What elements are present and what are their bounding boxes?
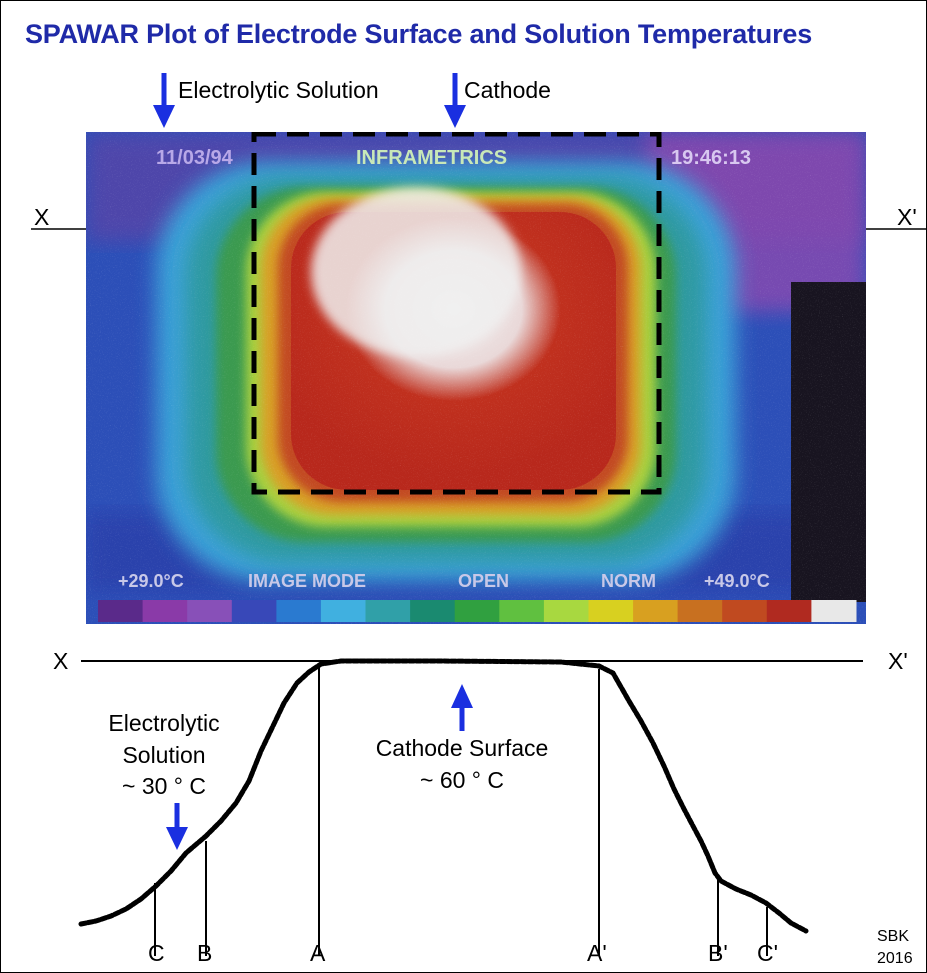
profile-x-prime-label: X' [888,648,908,674]
colorbar-swatch [410,600,456,622]
colorbar-swatch [677,600,723,622]
thermal-date: 11/03/94 [156,147,234,169]
colorbar-swatch [543,600,589,622]
marker-a-prime: A' [587,940,607,966]
marker-c: C [148,940,165,966]
colorbar-swatch [454,600,500,622]
x-line-right [866,228,926,230]
thermal-min-temp: +29.0°C [118,571,184,591]
colorbar-swatch [98,600,144,622]
credit-line2: 2016 [877,950,913,967]
cathode-surface-label: Cathode Surface [376,735,549,761]
thermal-mode: IMAGE MODE [248,571,366,591]
colorbar-swatch [499,600,545,622]
profile-x-label: X [53,648,68,674]
colorbar-swatch [276,600,322,622]
colorbar-swatch [588,600,634,622]
thermal-open: OPEN [458,571,509,591]
thermal-image: 11/03/94 INFRAMETRICS 19:46:13 +29.0°C I… [86,132,866,624]
marker-c-prime: C' [757,940,778,966]
colorbar-swatch [142,600,188,622]
solution-arrow-icon [153,73,175,128]
colorbar-swatch [766,600,812,622]
electrolytic-solution-label: Electrolytic Solution [178,77,379,103]
solution-arrow-icon-lower [166,803,188,850]
thermal-time: 19:46:13 [671,147,751,169]
x-line-left [31,228,87,230]
colorbar-swatch [365,600,411,622]
solution-label-line2: Solution [122,742,205,768]
x-label-left-top: X [34,204,50,230]
colorbar-swatch [231,600,277,622]
colorbar-swatch [633,600,679,622]
credit-line1: SBK [877,928,909,945]
solution-temp: ~ 30 ° C [122,773,206,799]
colorbar-swatch [811,600,857,622]
thermal-colorbar [98,600,857,622]
cathode-label: Cathode [464,77,551,103]
x-prime-label-right-top: X' [897,204,917,230]
colorbar-swatch [187,600,233,622]
marker-a: A [310,940,326,966]
marker-b: B [197,940,212,966]
temperature-profile: X X' C B A A' B' C' Cathode Surface ~ 60… [53,648,913,967]
solution-label-line1: Electrolytic [108,710,219,736]
cathode-surface-temp: ~ 60 ° C [420,767,504,793]
thermal-brand: INFRAMETRICS [356,147,507,169]
thermal-max-temp: +49.0°C [704,571,770,591]
slide-title: SPAWAR Plot of Electrode Surface and Sol… [25,19,813,49]
marker-b-prime: B' [708,940,728,966]
colorbar-swatch [320,600,366,622]
thermal-norm: NORM [601,571,656,591]
cathode-arrow-icon [444,73,466,128]
cathode-surface-arrow-icon [451,684,473,731]
colorbar-swatch [722,600,768,622]
